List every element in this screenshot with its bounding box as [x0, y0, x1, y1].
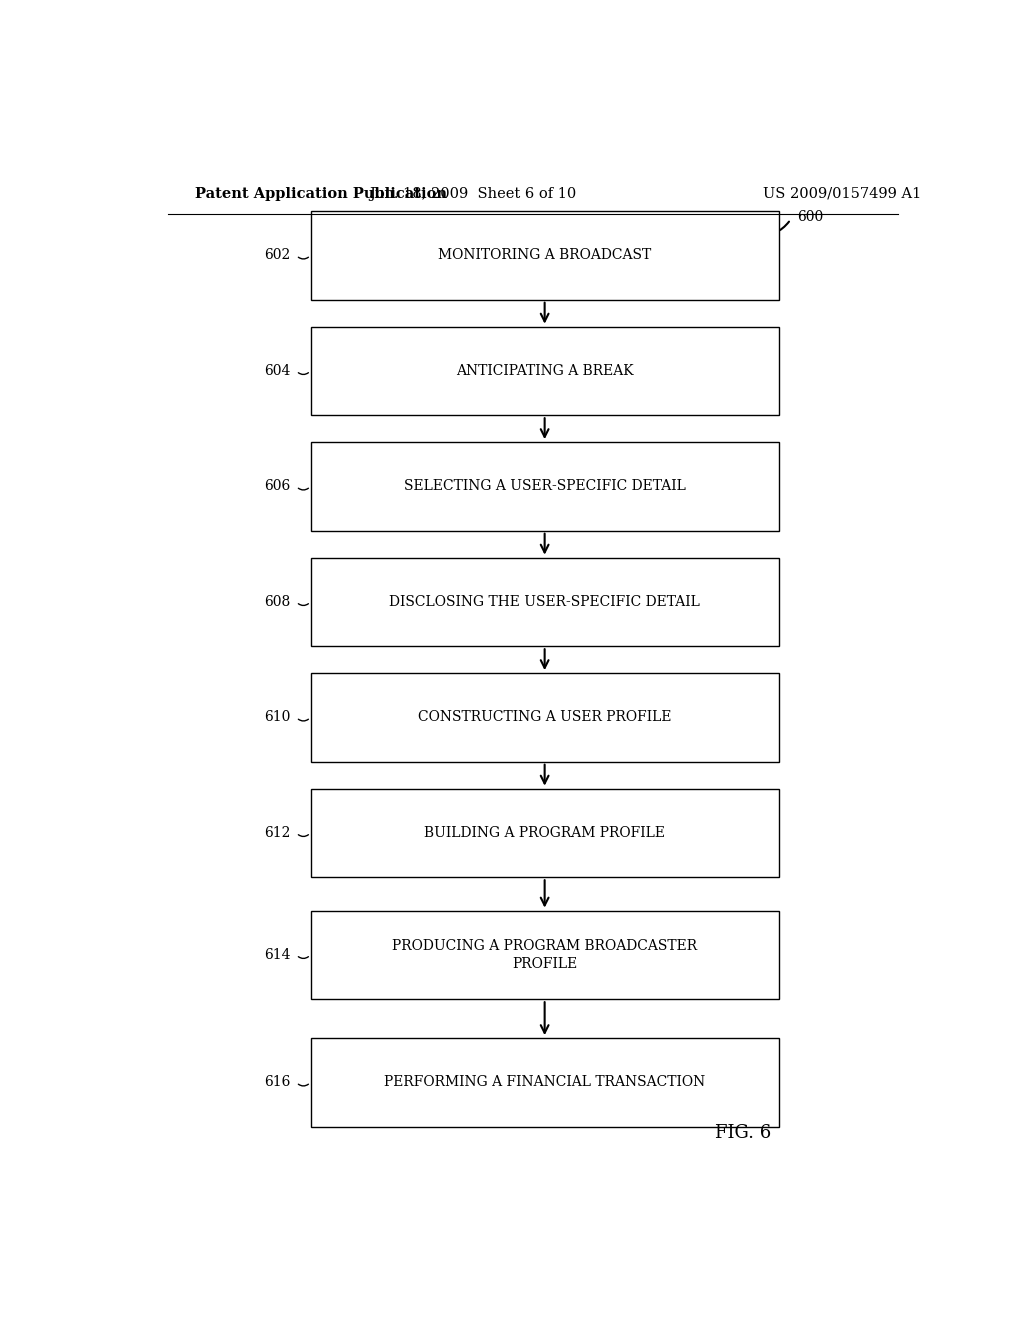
- Text: 612: 612: [264, 826, 291, 840]
- FancyBboxPatch shape: [310, 211, 778, 300]
- Text: 614: 614: [264, 948, 291, 962]
- Text: 600: 600: [797, 210, 823, 224]
- Text: SELECTING A USER-SPECIFIC DETAIL: SELECTING A USER-SPECIFIC DETAIL: [403, 479, 686, 494]
- FancyBboxPatch shape: [310, 911, 778, 999]
- Text: US 2009/0157499 A1: US 2009/0157499 A1: [763, 187, 922, 201]
- Text: 606: 606: [264, 479, 291, 494]
- FancyBboxPatch shape: [310, 442, 778, 531]
- Text: BUILDING A PROGRAM PROFILE: BUILDING A PROGRAM PROFILE: [424, 826, 666, 840]
- FancyBboxPatch shape: [310, 1038, 778, 1127]
- Text: Patent Application Publication: Patent Application Publication: [196, 187, 447, 201]
- Text: FIG. 6: FIG. 6: [715, 1125, 771, 1142]
- Text: 608: 608: [264, 595, 291, 609]
- Text: PRODUCING A PROGRAM BROADCASTER
PROFILE: PRODUCING A PROGRAM BROADCASTER PROFILE: [392, 939, 697, 972]
- Text: 616: 616: [264, 1076, 291, 1089]
- Text: 602: 602: [264, 248, 291, 263]
- FancyBboxPatch shape: [310, 326, 778, 416]
- Text: ANTICIPATING A BREAK: ANTICIPATING A BREAK: [456, 364, 634, 378]
- FancyBboxPatch shape: [310, 673, 778, 762]
- Text: Jun. 18, 2009  Sheet 6 of 10: Jun. 18, 2009 Sheet 6 of 10: [370, 187, 577, 201]
- Text: 610: 610: [264, 710, 291, 725]
- Text: MONITORING A BROADCAST: MONITORING A BROADCAST: [438, 248, 651, 263]
- FancyBboxPatch shape: [310, 788, 778, 878]
- Text: 604: 604: [264, 364, 291, 378]
- Text: PERFORMING A FINANCIAL TRANSACTION: PERFORMING A FINANCIAL TRANSACTION: [384, 1076, 706, 1089]
- Text: DISCLOSING THE USER-SPECIFIC DETAIL: DISCLOSING THE USER-SPECIFIC DETAIL: [389, 595, 700, 609]
- FancyBboxPatch shape: [310, 557, 778, 647]
- Text: CONSTRUCTING A USER PROFILE: CONSTRUCTING A USER PROFILE: [418, 710, 672, 725]
